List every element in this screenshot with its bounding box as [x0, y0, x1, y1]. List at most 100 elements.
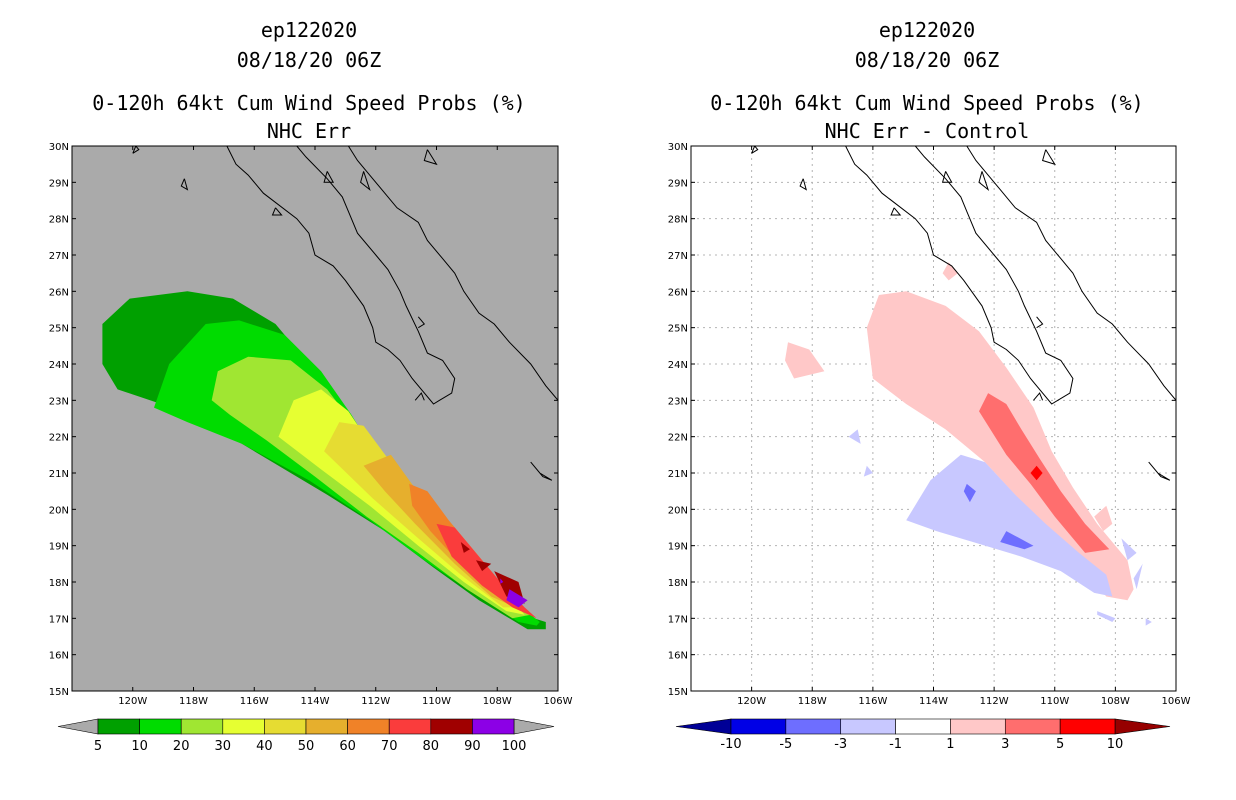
- x-tick-label: 106W: [1162, 696, 1191, 707]
- colorbar-swatch: [472, 718, 515, 735]
- coastline-segment: [890, 207, 902, 216]
- colorbar-label: 100: [502, 739, 527, 754]
- y-tick-label: 20N: [49, 505, 69, 516]
- x-tick-label: 118W: [798, 696, 827, 707]
- y-tick-label: 29N: [49, 178, 69, 189]
- colorbar-swatch: [347, 718, 390, 735]
- plot-area: [102, 146, 558, 630]
- y-tick-label: 15N: [668, 687, 688, 698]
- colorbar-label: -3: [834, 737, 847, 752]
- chart-title-line-3: 0-120h 64kt Cum Wind Speed Probs (%): [92, 91, 525, 115]
- x-tick-label: 114W: [919, 696, 948, 707]
- x-tick-label: 110W: [422, 696, 451, 707]
- colorbar-label: 5: [94, 739, 102, 754]
- colorbar-swatch: [388, 718, 432, 735]
- x-tick-label: 116W: [240, 696, 269, 707]
- y-tick-label: 21N: [49, 469, 69, 480]
- y-tick-label: 28N: [49, 215, 69, 226]
- y-tick-label: 25N: [668, 324, 688, 335]
- x-tick-label: 108W: [483, 696, 512, 707]
- colorbar-label: 50: [298, 739, 315, 754]
- colorbar-left-arrow: [675, 718, 732, 735]
- colorbar-label: 10: [131, 739, 148, 754]
- colorbar-label: 3: [1001, 737, 1009, 752]
- coastline-segment: [941, 171, 953, 183]
- x-tick-label: 108W: [1101, 696, 1130, 707]
- coastline-segment: [347, 146, 558, 401]
- colorbar-swatch: [785, 718, 842, 735]
- colorbar-label: 10: [1107, 737, 1124, 752]
- colorbar-swatch: [139, 718, 182, 735]
- chart-title-line-4: NHC Err: [267, 119, 351, 143]
- contour-level-3: [979, 393, 1110, 553]
- y-tick-label: 22N: [668, 433, 688, 444]
- colorbar-label: 70: [381, 739, 398, 754]
- y-tick-label: 16N: [668, 651, 688, 662]
- x-tick-label: 118W: [179, 696, 208, 707]
- x-tick-label: 112W: [980, 696, 1009, 707]
- y-tick-label: 19N: [49, 542, 69, 553]
- coastline-segment: [799, 178, 808, 191]
- y-tick-label: 18N: [49, 578, 69, 589]
- y-tick-label: 16N: [49, 651, 69, 662]
- contour-level-neg1: [863, 465, 873, 477]
- x-tick-label: 120W: [118, 696, 147, 707]
- colorbar-swatch: [430, 718, 473, 735]
- colorbar-swatch: [895, 718, 951, 735]
- colorbar-label: -10: [720, 737, 741, 752]
- contour-level-1: [785, 342, 825, 379]
- y-tick-label: 25N: [49, 324, 69, 335]
- y-tick-label: 24N: [668, 360, 688, 371]
- chart-title-line-1: ep122020: [879, 18, 975, 42]
- contour-level-neg1: [1133, 563, 1143, 590]
- contour-level-100: [500, 578, 504, 584]
- colorbar-swatch: [264, 718, 307, 735]
- y-tick-label: 17N: [668, 614, 688, 625]
- chart-title-line-4: NHC Err - Control: [825, 119, 1030, 143]
- colorbar-swatch: [950, 718, 1006, 735]
- y-tick-label: 23N: [49, 396, 69, 407]
- y-tick-label: 20N: [668, 505, 688, 516]
- colorbar-swatch: [97, 718, 140, 735]
- coastline-segment: [271, 207, 283, 216]
- coastline-segment: [1033, 392, 1044, 401]
- coastline-segment: [180, 178, 189, 191]
- y-tick-label: 30N: [668, 142, 688, 153]
- coastline-segment: [530, 461, 553, 481]
- colorbar-label: -5: [779, 737, 792, 752]
- contour-level-80: [476, 560, 492, 572]
- coastline-segment: [1175, 276, 1176, 285]
- x-tick-label: 116W: [858, 696, 887, 707]
- coastline-segment: [417, 316, 426, 329]
- contour-level-neg1: [1097, 611, 1116, 622]
- contour-level-neg1: [1145, 618, 1152, 626]
- colorbar-label: 1: [946, 737, 954, 752]
- coastline-segment: [414, 392, 425, 401]
- coastline-segment: [1041, 149, 1056, 166]
- coastline-segment: [966, 146, 1176, 401]
- contour-level-80: [460, 542, 470, 553]
- y-tick-label: 30N: [49, 142, 69, 153]
- y-tick-label: 29N: [668, 178, 688, 189]
- contour-level-neg1: [1121, 538, 1137, 561]
- contour-level-90: [506, 589, 528, 608]
- left-panel-nhc-err: ep122020 08/18/20 06Z 0-120h 64kt Cum Wind…: [49, 18, 573, 754]
- y-tick-label: 21N: [668, 469, 688, 480]
- colorbar-swatch: [1059, 718, 1116, 735]
- coastline-segment: [978, 171, 990, 192]
- y-tick-label: 27N: [49, 251, 69, 262]
- x-tick-label: 110W: [1040, 696, 1069, 707]
- contour-level-neg1: [848, 429, 861, 444]
- coastline-segment: [1148, 461, 1171, 481]
- colorbar-swatch: [840, 718, 896, 735]
- coastline-segment: [323, 171, 335, 183]
- colorbar-swatch: [180, 718, 224, 735]
- contour-level-neg1: [906, 454, 1113, 597]
- chart-title-line-2: 08/18/20 06Z: [855, 48, 1000, 72]
- y-tick-label: 18N: [668, 578, 688, 589]
- chart-title-line-1: ep122020: [261, 18, 357, 42]
- colorbar-right-arrow: [513, 718, 555, 735]
- y-tick-label: 27N: [668, 251, 688, 262]
- y-tick-label: 28N: [668, 215, 688, 226]
